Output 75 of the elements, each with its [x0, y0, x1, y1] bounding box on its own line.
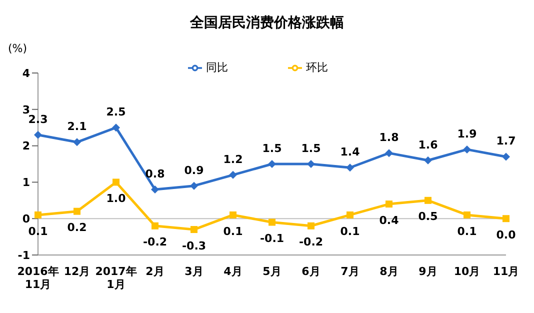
point: [308, 222, 314, 230]
data-label: -0.2: [142, 236, 168, 249]
point: [386, 200, 392, 208]
x-tick-label: 5月: [262, 265, 282, 278]
chart-title: 全国居民消费价格涨跌幅: [189, 14, 345, 32]
y-axis-title: (%): [8, 42, 28, 55]
point: [230, 211, 236, 218]
x-tick-label: 8月: [380, 265, 398, 278]
x-tick-label: 10月: [454, 265, 480, 278]
point: [151, 185, 159, 194]
x-tick-label: 9月: [418, 265, 438, 278]
data-label: 0.8: [145, 167, 165, 180]
legend-label: 同比: [206, 61, 228, 74]
data-label: 1.0: [106, 192, 126, 206]
y-tick-label: -1: [18, 248, 30, 262]
x-tick-label: 2016年 11月: [17, 265, 59, 291]
data-label: 0.1: [28, 224, 48, 238]
x-tick-label: 2017年 1月: [95, 265, 137, 291]
data-label: 0.1: [340, 224, 360, 238]
point: [346, 164, 354, 172]
point: [190, 226, 198, 234]
point: [152, 222, 158, 230]
x-tick-label: 3月: [184, 265, 204, 278]
data-label: 0.1: [223, 224, 243, 238]
data-label: 2.5: [106, 106, 126, 119]
point: [424, 156, 432, 164]
data-label: 1.7: [496, 134, 516, 148]
data-label: 0.2: [67, 221, 87, 234]
point: [502, 215, 510, 222]
point: [34, 130, 42, 139]
data-label: 2.3: [28, 112, 48, 126]
point: [346, 211, 354, 218]
data-label: 1.5: [262, 142, 282, 155]
x-tick-label: 11月: [492, 265, 520, 278]
data-label: 0.4: [379, 214, 400, 227]
point: [74, 208, 80, 215]
point: [73, 138, 81, 146]
data-label: 1.8: [379, 131, 399, 144]
data-label: 1.9: [457, 127, 477, 140]
x-tick-label: 7月: [340, 265, 360, 278]
data-label: 0.1: [457, 224, 477, 238]
y-tick-label: 0: [22, 212, 30, 226]
y-tick-label: 2: [22, 140, 30, 153]
data-label: -0.2: [298, 236, 324, 249]
legend-label: 环比: [306, 61, 328, 74]
x-tick-label: 4月: [224, 265, 242, 278]
x-tick-label: 2月: [146, 265, 164, 278]
data-label: 1.5: [301, 142, 321, 155]
data-label: 0.5: [418, 210, 438, 224]
point: [268, 160, 276, 168]
data-label: 1.4: [340, 146, 360, 159]
point: [112, 178, 120, 186]
data-label: 0.9: [184, 164, 204, 177]
data-label: 1.2: [223, 152, 243, 166]
point: [424, 196, 432, 204]
y-tick-label: 1: [22, 176, 30, 190]
point: [229, 170, 237, 179]
point: [112, 124, 120, 132]
point: [34, 211, 42, 218]
data-label: -0.1: [260, 232, 284, 246]
point: [502, 152, 510, 161]
data-label: 1.6: [418, 138, 438, 152]
y-tick-label: 3: [22, 103, 30, 116]
data-label: -0.3: [182, 239, 206, 252]
point: [190, 182, 198, 190]
point: [307, 160, 315, 168]
point: [464, 211, 470, 218]
point: [463, 145, 471, 154]
y-tick-label: 4: [22, 66, 30, 80]
point: [268, 218, 276, 226]
point: [385, 149, 393, 158]
data-label: 2.1: [67, 120, 87, 134]
x-tick-label: 12月: [64, 265, 90, 278]
data-label: 0.0: [496, 228, 516, 242]
x-tick-label: 6月: [302, 265, 320, 278]
